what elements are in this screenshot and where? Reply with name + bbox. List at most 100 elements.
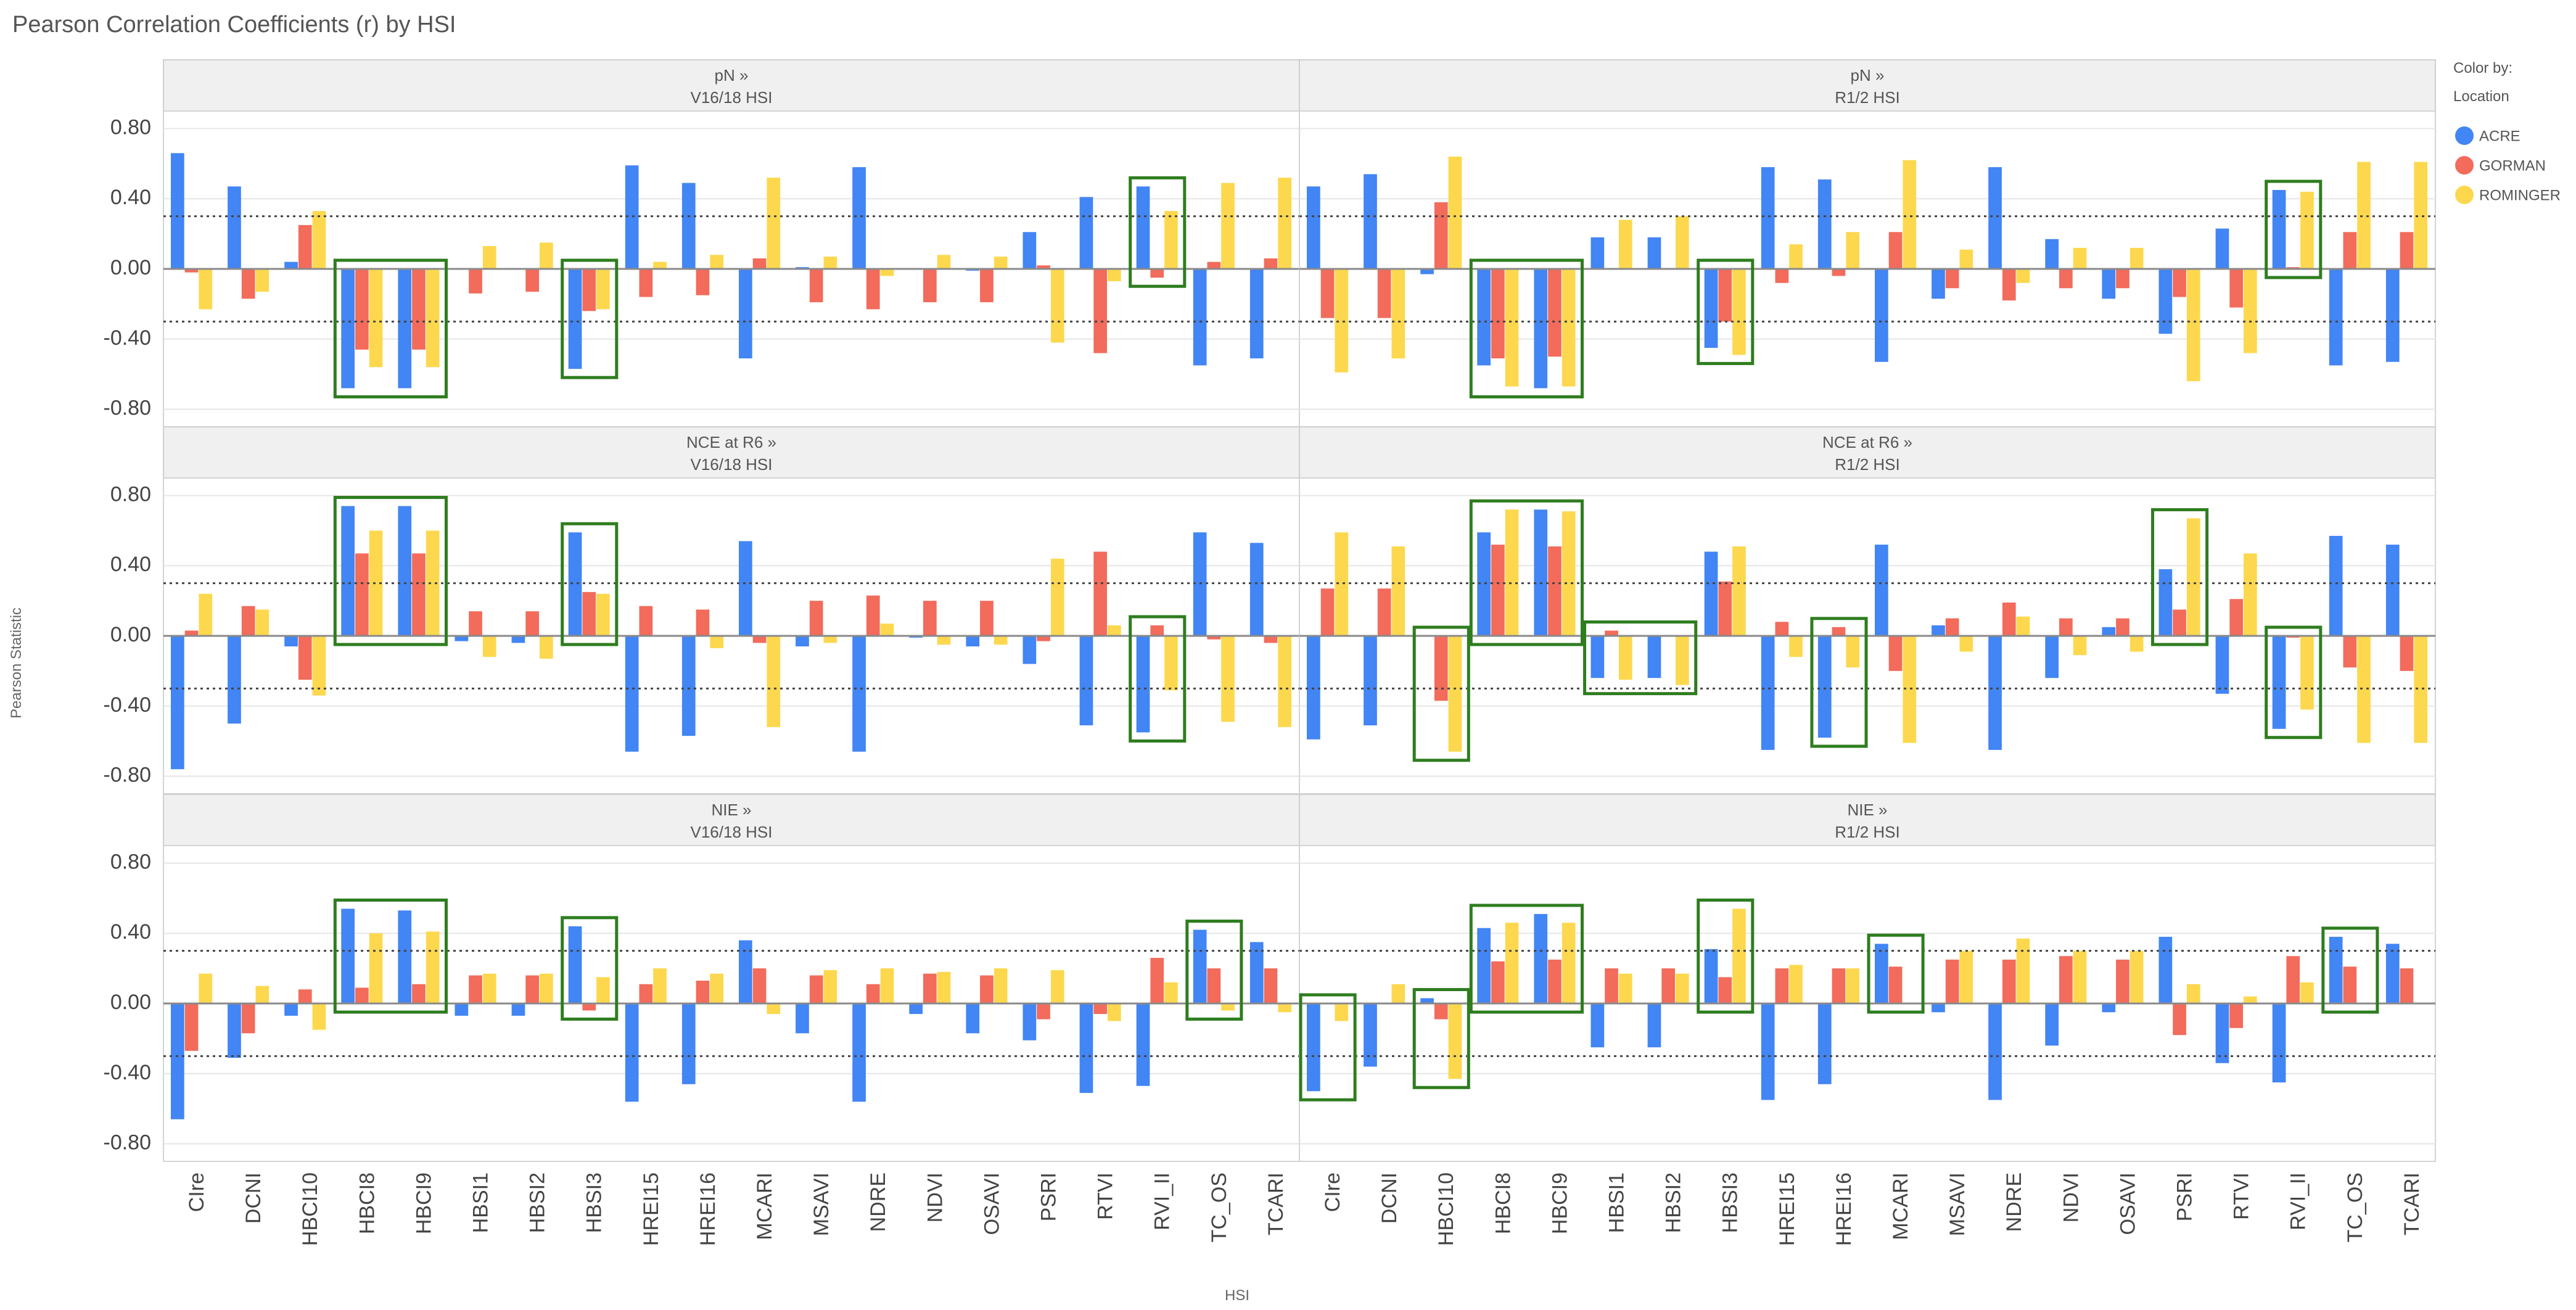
bar-acre-cire [171, 153, 184, 269]
bar-acre-hbci8 [1477, 532, 1491, 636]
bar-acre-hrei15 [1761, 167, 1775, 269]
bar-acre-ndvi [909, 1003, 923, 1015]
bar-acre-hbci9 [398, 269, 412, 389]
bar-rominger-osavi [2130, 950, 2144, 1003]
x-tick-label: DCNI [1378, 1172, 1401, 1224]
bar-gorman-hbsi1 [469, 269, 482, 294]
panel-1: pN » R1/2 HSI [1299, 59, 2436, 427]
bar-acre-mcari [1875, 269, 1888, 362]
bar-gorman-hbci10 [1434, 636, 1448, 701]
bar-rominger-rtvi [2244, 996, 2257, 1003]
bar-rominger-hbsi1 [1618, 636, 1632, 680]
bar-rominger-ndre [2016, 938, 2030, 1003]
bar-rominger-hbci10 [312, 1003, 326, 1030]
bar-rominger-ndvi [937, 636, 951, 645]
highlight-box [2265, 179, 2323, 279]
x-tick-label: MSAVI [810, 1172, 833, 1236]
bar-acre-hbsi3 [1704, 269, 1718, 348]
bar-gorman-cire [184, 1003, 199, 1051]
bar-rominger-hbsi2 [1676, 636, 1689, 685]
panel-strip-label-line1: NCE at R6 » [1822, 433, 1912, 451]
bar-rominger-tcari [2414, 162, 2427, 269]
y-tick-label: -0.80 [104, 764, 152, 787]
bar-rominger-psri [2186, 984, 2200, 1003]
bar-gorman-hrei15 [1775, 622, 1789, 636]
x-tick-label: HREI16 [696, 1172, 720, 1246]
panel-strip [1299, 59, 2436, 112]
bar-gorman-hbci9 [1548, 546, 1562, 636]
bar-gorman-osavi [980, 601, 994, 636]
bar-rominger-hbci10 [312, 636, 326, 696]
bar-rominger-hrei16 [1846, 232, 1859, 269]
panel-strip [163, 426, 1300, 479]
bar-gorman-ndre [2002, 959, 2016, 1003]
y-tick-label: -0.40 [104, 693, 152, 717]
bar-gorman-hrei16 [696, 981, 710, 1003]
bar-acre-hbci8 [341, 506, 355, 636]
bar-rominger-ndvi [937, 971, 951, 1003]
bar-acre-hbsi1 [1590, 237, 1605, 269]
x-tick-label: NDRE [2002, 1172, 2026, 1232]
bar-acre-hrei15 [1761, 1003, 1775, 1100]
bar-gorman-ndvi [2059, 956, 2073, 1003]
bar-gorman-tcari [1264, 636, 1278, 643]
bar-gorman-hrei16 [696, 609, 710, 636]
bar-rominger-rtvi [1108, 269, 1121, 281]
bar-gorman-ndre [2002, 602, 2016, 636]
bar-acre-tc_os [1193, 929, 1207, 1003]
bar-gorman-cire [184, 269, 199, 273]
bar-gorman-hbci9 [1548, 269, 1562, 357]
bar-gorman-mcari [1888, 966, 1903, 1003]
bar-rominger-hbsi1 [482, 246, 496, 269]
bar-acre-cire [1307, 1003, 1320, 1092]
bar-gorman-ndre [866, 269, 880, 310]
bar-gorman-ndre [866, 595, 880, 636]
x-tick-label: OSAVI [980, 1172, 1003, 1235]
y-tick-label: -0.40 [104, 1061, 152, 1084]
x-tick-label: MCARI [753, 1172, 776, 1240]
highlight-box [333, 898, 448, 1014]
highlight-box [1810, 617, 1868, 748]
bar-gorman-hrei16 [1832, 269, 1846, 276]
bar-gorman-hbci8 [355, 553, 369, 636]
bar-rominger-rtvi [1108, 1003, 1121, 1021]
bar-rominger-dcni [1391, 269, 1405, 359]
bar-gorman-hbsi1 [1605, 968, 1618, 1003]
bar-rominger-hbsi1 [1618, 220, 1632, 269]
bar-gorman-hrei15 [639, 606, 653, 636]
bar-rominger-hrei15 [1789, 244, 1803, 269]
bar-rominger-hbsi2 [540, 636, 553, 659]
bar-gorman-tc_os [1207, 262, 1221, 269]
highlight-box [1412, 987, 1470, 1089]
bar-acre-tcari [2385, 944, 2400, 1003]
bar-rominger-tc_os [1221, 1003, 1235, 1011]
bar-rominger-cire [199, 973, 213, 1003]
bar-acre-hbsi2 [1647, 636, 1661, 678]
bar-acre-hrei16 [681, 636, 696, 736]
bar-rominger-psri [1050, 558, 1064, 636]
panel-strip-label-line2: R1/2 HSI [1835, 88, 1900, 107]
bar-acre-hrei15 [625, 1003, 639, 1102]
bar-gorman-hrei16 [696, 269, 710, 295]
highlight-box [1469, 499, 1584, 646]
bar-acre-osavi [2102, 627, 2116, 636]
bar-gorman-osavi [2116, 618, 2130, 636]
bar-rominger-cire [1335, 1003, 1349, 1021]
bar-gorman-hbci8 [355, 269, 369, 350]
legend-label-acre: ACRE [2479, 128, 2520, 144]
bar-acre-cire [171, 636, 184, 770]
panel-strip [163, 59, 1300, 112]
bar-acre-hbsi3 [1704, 949, 1718, 1003]
bar-gorman-hrei15 [1775, 269, 1789, 283]
panel-strip-label-line2: R1/2 HSI [1835, 455, 1900, 474]
bar-gorman-psri [2173, 269, 2186, 297]
bar-acre-msavi [796, 1003, 809, 1034]
panel-strip-label-line1: pN » [1851, 66, 1885, 84]
highlight-box [1697, 258, 1755, 365]
bar-acre-rtvi [2215, 636, 2229, 694]
bar-acre-rtvi [2215, 228, 2229, 269]
bar-acre-hbsi3 [1704, 551, 1718, 636]
bar-gorman-hrei15 [639, 984, 653, 1003]
bar-gorman-hbsi2 [525, 269, 539, 292]
bar-gorman-psri [1037, 1003, 1050, 1020]
